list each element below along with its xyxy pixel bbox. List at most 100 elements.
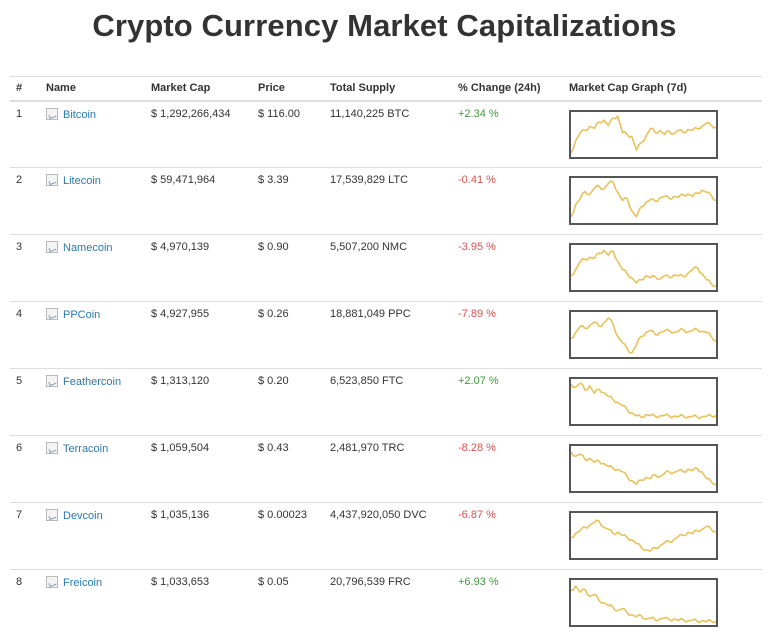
market-cap-value: $ 4,970,139 [151,241,210,253]
column-header-market-cap-graph[interactable]: Market Cap Graph (7d) [563,76,762,102]
change-cell: -7.89 % [452,301,563,369]
market-cap-value: $ 1,033,653 [151,576,210,588]
market-cap-value: $ 1,292,266,434 [151,107,231,120]
rank-cell: 5 [10,368,40,436]
market-cap-sparkline[interactable] [569,444,718,493]
market-cap-cell: $ 4,970,139 [145,234,252,302]
market-cap-cell: $ 4,927,955 [145,301,252,369]
sparkline-path [571,519,716,552]
price-cell: $ 3.39 [252,167,324,235]
rank-cell: 1 [10,101,40,168]
column-header-total-supply[interactable]: Total Supply [324,76,452,102]
column-header-change-24h[interactable]: % Change (24h) [452,76,563,102]
change-24h-value: -7.89 % [458,308,496,320]
graph-cell [563,435,762,503]
column-header-price[interactable]: Price [252,76,324,102]
change-24h-value: +2.07 % [458,375,499,387]
market-cap-sparkline[interactable] [569,243,718,292]
total-supply-value: 4,437,920,050 DVC [330,509,427,521]
price-value: $ 0.90 [258,241,289,253]
rank: 8 [16,576,23,588]
rank-cell: 8 [10,569,40,635]
sparkline-path [571,114,716,153]
column-header-market-cap[interactable]: Market Cap [145,76,252,102]
market-cap-value: $ 4,927,955 [151,308,210,320]
market-cap-value: $ 1,059,504 [151,442,210,454]
change-cell: -0.41 % [452,167,563,235]
market-cap-sparkline[interactable] [569,176,718,225]
market-cap-sparkline[interactable] [569,578,718,627]
graph-cell [563,234,762,302]
supply-cell: 2,481,970 TRC [324,435,452,503]
total-supply-value: 2,481,970 TRC [330,442,405,454]
total-supply-value: 6,523,850 FTC [330,375,404,387]
table-row: 2 Litecoin $ 59,471,964 $ 3.39 17,539,82… [10,167,762,235]
supply-cell: 5,507,200 NMC [324,234,452,302]
name-cell: PPCoin [40,301,145,369]
graph-cell [563,301,762,369]
name-cell: Freicoin [40,569,145,635]
coin-logo-icon [46,174,58,186]
coin-logo-icon [46,576,58,588]
coin-link[interactable]: Bitcoin [63,108,97,121]
rank-cell: 3 [10,234,40,302]
change-cell: -6.87 % [452,502,563,570]
coin-logo-icon [46,375,58,387]
sparkline-path [571,249,716,288]
market-cap-sparkline[interactable] [569,109,718,159]
market-cap-cell: $ 1,033,653 [145,569,252,635]
coin-link[interactable]: Feathercoin [63,376,122,388]
page-title: Crypto Currency Market Capitalizations [92,8,677,43]
graph-cell [563,569,762,635]
sparkline-path [571,585,716,624]
market-cap-table: # Name Market Cap Price Total Supply % C… [10,76,762,635]
name-cell: Namecoin [40,234,145,302]
market-cap-value: $ 59,471,964 [151,174,216,186]
table-row: 1 Bitcoin $ 1,292,266,434 $ 116.00 11,14… [10,101,762,168]
rank: 2 [16,174,23,186]
price-cell: $ 116.00 [252,101,324,168]
price-cell: $ 0.26 [252,301,324,369]
supply-cell: 18,881,049 PPC [324,301,452,369]
total-supply-value: 11,140,225 BTC [330,107,410,120]
rank-cell: 6 [10,435,40,503]
change-24h-value: -0.41 % [458,174,496,186]
rank: 7 [16,509,23,521]
graph-cell [563,368,762,436]
price-cell: $ 0.43 [252,435,324,503]
coin-link[interactable]: Freicoin [63,577,103,589]
table-row: 6 Terracoin $ 1,059,504 $ 0.43 2,481,970… [10,435,762,503]
price-cell: $ 0.00023 [252,502,324,570]
change-cell: -3.95 % [452,234,563,302]
column-header-name[interactable]: Name [40,76,145,102]
coin-logo-icon [46,308,58,320]
market-cap-cell: $ 1,035,136 [145,502,252,570]
market-cap-sparkline[interactable] [569,377,718,426]
market-cap-cell: $ 1,313,120 [145,368,252,436]
market-cap-sparkline[interactable] [569,310,718,359]
column-header-rank[interactable]: # [10,76,40,102]
rank-cell: 4 [10,301,40,369]
coin-link[interactable]: Litecoin [63,175,101,187]
change-24h-value: -8.28 % [458,442,496,454]
change-cell: +2.34 % [452,101,563,168]
supply-cell: 6,523,850 FTC [324,368,452,436]
rank: 4 [16,308,23,320]
coin-link[interactable]: Devcoin [63,510,103,522]
sparkline-path [571,317,716,354]
total-supply-value: 18,881,049 PPC [330,308,411,320]
rank: 5 [16,375,23,387]
market-cap-cell: $ 59,471,964 [145,167,252,235]
table-row: 3 Namecoin $ 4,970,139 $ 0.90 5,507,200 … [10,234,762,302]
name-cell: Bitcoin [40,101,145,168]
price-value: $ 3.39 [258,174,289,186]
coin-link[interactable]: PPCoin [63,309,101,321]
market-cap-sparkline[interactable] [569,511,718,560]
coin-link[interactable]: Namecoin [63,242,113,254]
rank: 1 [16,107,23,120]
name-cell: Feathercoin [40,368,145,436]
coin-logo-icon [46,107,58,120]
price-value: $ 0.20 [258,375,289,387]
table-row: 8 Freicoin $ 1,033,653 $ 0.05 20,796,539… [10,569,762,635]
coin-link[interactable]: Terracoin [63,443,109,455]
